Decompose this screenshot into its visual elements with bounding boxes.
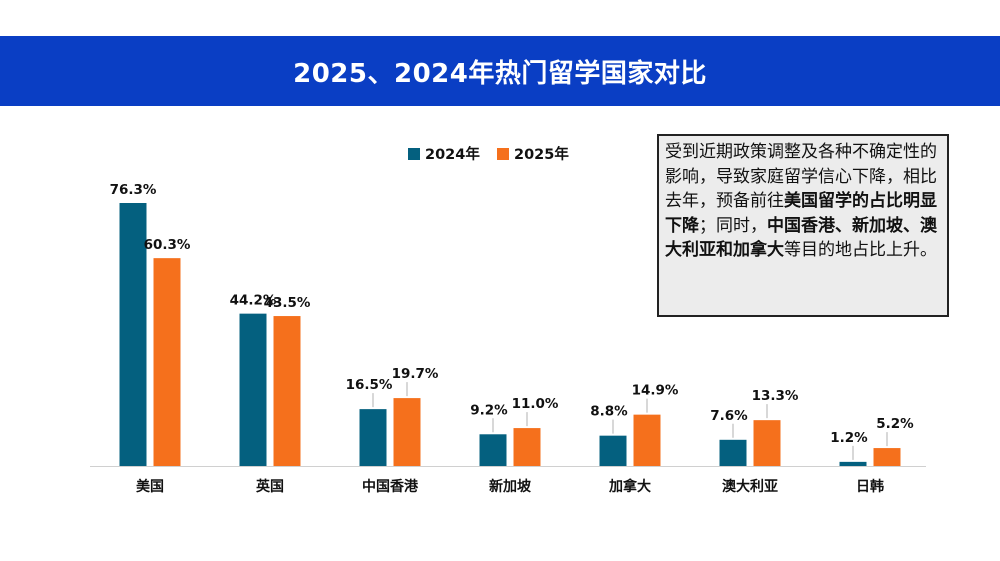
legend-swatch <box>408 148 420 160</box>
data-label: 13.3% <box>752 388 799 404</box>
data-label: 43.5% <box>264 295 311 311</box>
bar-2024 <box>839 461 867 466</box>
legend-label: 2024年 <box>425 145 480 163</box>
page-title: 2025、2024年热门留学国家对比 <box>293 58 707 89</box>
title-banner: 2025、2024年热门留学国家对比 <box>0 36 1000 106</box>
legend-swatch <box>497 148 509 160</box>
bar-2025 <box>273 316 301 466</box>
x-tick-label: 英国 <box>255 478 284 495</box>
bar-2025 <box>153 258 181 466</box>
note-segment: 中国香港、新加坡、澳大利亚和加拿大 <box>665 215 937 261</box>
data-label: 14.9% <box>632 383 679 399</box>
bar-2024 <box>599 435 627 466</box>
x-tick-label: 美国 <box>136 478 164 495</box>
bar-2025 <box>873 448 901 466</box>
x-tick-label: 新加坡 <box>489 478 532 495</box>
note-segment: 受到近期政策调整及各种不确定性的影响，导致家庭留学信心下降，相比去年，预备前往 <box>665 142 937 211</box>
legend-label: 2025年 <box>514 145 569 163</box>
note-text: 受到近期政策调整及各种不确定性的影响，导致家庭留学信心下降，相比去年，预备前往美… <box>665 140 941 263</box>
bar-2024 <box>479 434 507 466</box>
data-label: 76.3% <box>110 182 157 198</box>
x-tick-label: 澳大利亚 <box>722 478 778 495</box>
data-label: 16.5% <box>346 377 393 393</box>
note-box: 受到近期政策调整及各种不确定性的影响，导致家庭留学信心下降，相比去年，预备前往美… <box>657 134 949 317</box>
data-label: 8.8% <box>590 404 628 420</box>
data-label: 11.0% <box>512 396 559 412</box>
bar-2025 <box>513 428 541 466</box>
note-segment: 美国留学的占比明显下降 <box>665 191 937 236</box>
bar-2024 <box>239 313 267 466</box>
x-tick-label: 日韩 <box>856 478 884 495</box>
bar-2024 <box>719 439 747 466</box>
data-label: 60.3% <box>144 237 191 253</box>
data-label: 19.7% <box>392 366 439 382</box>
x-tick-label: 加拿大 <box>608 478 651 495</box>
note-segment: ；同时， <box>699 215 767 236</box>
bar-2025 <box>633 414 661 466</box>
data-label: 7.6% <box>710 408 748 424</box>
x-tick-label: 中国香港 <box>362 478 419 495</box>
note-segment: 等目的地占比上升。 <box>784 240 937 260</box>
data-label: 5.2% <box>876 416 914 432</box>
data-label: 1.2% <box>830 430 868 446</box>
bar-2024 <box>359 409 387 466</box>
bar-2024 <box>119 203 147 466</box>
data-label: 9.2% <box>470 402 508 418</box>
data-label: 44.2% <box>230 293 277 309</box>
bar-2025 <box>753 420 781 466</box>
bar-2025 <box>393 398 421 466</box>
